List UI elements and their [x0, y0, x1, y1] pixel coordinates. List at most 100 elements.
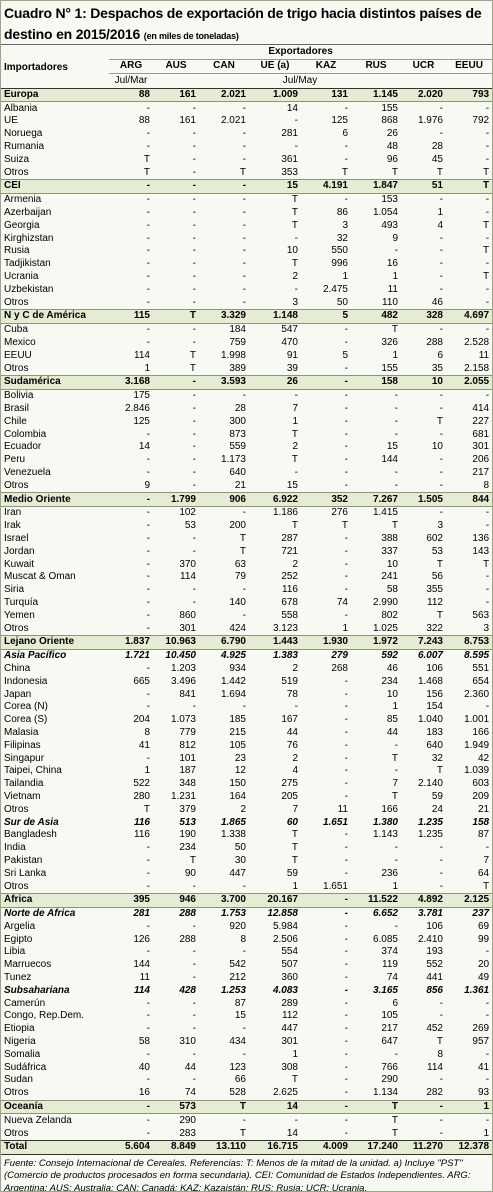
cell: T [239, 166, 246, 178]
cell: 66 [234, 1074, 246, 1086]
cell: 11 [337, 803, 348, 815]
cell: 290 [179, 1114, 196, 1126]
cell: - [485, 141, 490, 153]
cell: 23 [234, 752, 246, 764]
row-label: Otros [4, 1127, 29, 1139]
cell: T [239, 1127, 246, 1139]
cell: - [439, 428, 443, 440]
table-row: Chile 125 - 300 1 - - T 227 [1, 415, 492, 428]
cell: - [242, 245, 246, 257]
cell: T [291, 428, 298, 440]
cell: - [146, 532, 150, 544]
cell: - [146, 920, 150, 932]
row-label: Kuwait [4, 558, 35, 570]
cell: 558 [281, 609, 298, 621]
row-label: UE [4, 115, 18, 127]
cell: 355 [426, 584, 443, 596]
cell: T [482, 558, 490, 570]
cell: 360 [281, 972, 298, 984]
cell: - [146, 752, 150, 764]
cell: - [394, 245, 398, 257]
cell: 287 [281, 532, 298, 544]
cell: 50 [234, 842, 246, 854]
cell: 602 [426, 532, 443, 544]
table-row: Ucrania - - - 2 1 1 - T [1, 271, 492, 284]
row-label: Filipinas [4, 739, 41, 751]
cell: 352 [301, 492, 351, 507]
row-label: Nigeria [4, 1036, 36, 1048]
cell: 209 [472, 790, 490, 802]
cell: 8 [240, 933, 246, 945]
cell: - [344, 688, 348, 700]
cell: - [146, 609, 150, 621]
cell: 3 [483, 622, 490, 634]
cell: - [192, 946, 196, 958]
cell: - [242, 701, 246, 713]
cell: 563 [472, 609, 490, 621]
cell: 1.799 [153, 492, 199, 507]
cell: 2 [292, 271, 298, 283]
cell: 281 [281, 128, 298, 140]
table-row: Uzbekistan - - - - 2.475 11 - - [1, 283, 492, 296]
cell: 1 [144, 765, 150, 777]
table-row: Suiza T - - 361 - 96 45 - [1, 153, 492, 166]
cell: T [291, 1074, 298, 1086]
row-label: Suiza [4, 153, 30, 165]
cell: 301 [281, 1036, 298, 1048]
cell: 184 [229, 324, 246, 336]
row-label: Lejano Oriente [1, 634, 109, 650]
cell: - [344, 842, 348, 854]
cell: - [344, 102, 348, 114]
cell: 91 [286, 349, 298, 361]
table-row: Azerbaijan - - - T 86 1.054 1 - [1, 207, 492, 220]
cell: T [391, 790, 398, 802]
cell: 90 [184, 867, 196, 879]
cell: 49 [477, 972, 490, 984]
cell: - [146, 337, 150, 349]
cell: - [344, 1010, 348, 1022]
cell: 158 [351, 375, 401, 390]
cell: - [192, 1010, 196, 1022]
cell: - [344, 867, 348, 879]
table-row: África 395 946 3.700 20.167-11.522 4.892 2.125 [1, 892, 492, 908]
cell: 44 [286, 726, 298, 738]
cell: 144 [133, 959, 150, 971]
row-label: Azerbaijan [4, 207, 52, 219]
row-label: Kirghizstan [4, 232, 54, 244]
cell: 802 [381, 609, 398, 621]
cell: 1.837 [109, 634, 153, 650]
row-label: Cuba [4, 324, 28, 336]
cell: 161 [153, 87, 199, 103]
cell: - [146, 324, 150, 336]
cell: 519 [281, 675, 298, 687]
cell: - [146, 1127, 150, 1139]
table-row: Pakistan - T 30 T - - - 7 [1, 855, 492, 868]
cell: - [242, 271, 246, 283]
cell: 2 [292, 662, 298, 674]
cell: - [344, 571, 348, 583]
table-row: Malasia 8 779 215 44 - 44 183 166 [1, 727, 492, 740]
period: Jul/Mar [109, 73, 153, 89]
cell: 361 [281, 153, 298, 165]
row-label: Rusia [4, 245, 30, 257]
cell: 93 [477, 1087, 490, 1099]
row-label: Corea (N) [4, 701, 48, 713]
cell: 96 [386, 153, 398, 165]
cell: 1.001 [464, 714, 490, 726]
subtitle: (en miles de toneladas) [143, 31, 239, 41]
cell: - [192, 1074, 196, 1086]
table-row: N y C de América 115 T 3.329 1.148 5 482 328 4.6… [1, 309, 492, 324]
cell: - [146, 688, 150, 700]
cell: 946 [153, 892, 199, 908]
title: Cuadro N° 1: Despachos de exportación de… [4, 5, 482, 42]
cell: 1.145 [351, 87, 401, 103]
cell: 237 [472, 908, 490, 920]
row-label: Sudan [4, 1074, 33, 1086]
cell: - [146, 467, 150, 478]
cell: 3 [342, 219, 348, 231]
cell: 2.506 [272, 933, 298, 945]
cell: - [242, 390, 246, 402]
row-label: Colombia [4, 428, 47, 440]
cell: - [242, 141, 246, 153]
row-label: Noruega [4, 128, 43, 140]
